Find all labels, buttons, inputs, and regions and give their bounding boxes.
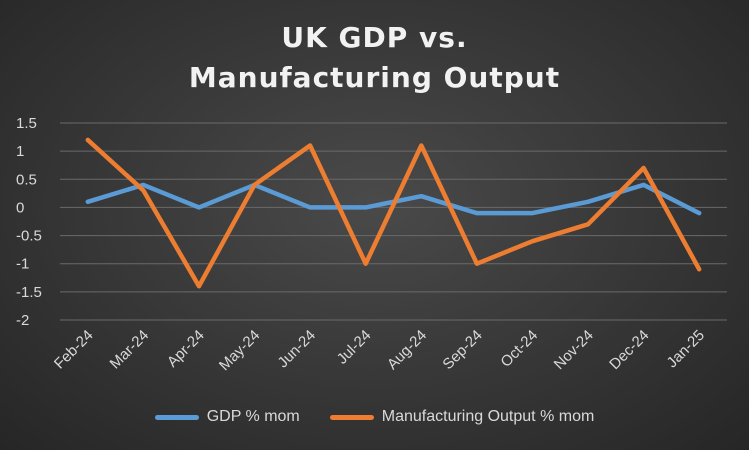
x-tick-label-10: Dec-24 — [606, 327, 652, 373]
legend-swatch-gdp — [154, 414, 199, 420]
x-tick-label-2: Apr-24 — [164, 327, 208, 371]
x-tick-label-1: Mar-24 — [107, 327, 153, 373]
legend-item-manufacturing: Manufacturing Output % mom — [329, 408, 595, 426]
y-tick-label-2: 0.5 — [16, 171, 37, 188]
x-tick-label-8: Oct-24 — [497, 327, 541, 371]
y-tick-label-7: -2 — [16, 312, 29, 329]
x-tick-label-0: Feb-24 — [51, 327, 97, 373]
series-line-1 — [85, 137, 702, 289]
y-tick-label-6: -1.5 — [16, 284, 42, 301]
legend-label-gdp: GDP % mom — [206, 408, 300, 425]
chart-title-line-1: UK GDP vs. — [281, 21, 468, 54]
y-tick-label-0: 1.5 — [16, 115, 37, 132]
x-tick-label-5: Jul-24 — [334, 327, 375, 368]
chart-title-line-2: Manufacturing Output — [188, 61, 561, 94]
x-tick-label-6: Aug-24 — [384, 327, 430, 373]
legend-item-gdp: GDP % mom — [154, 408, 300, 426]
y-tick-label-5: -1 — [16, 256, 29, 273]
y-tick-label-1: 1 — [16, 143, 24, 160]
legend-label-manufacturing: Manufacturing Output % mom — [381, 408, 595, 425]
legend: GDP % mom Manufacturing Output % mom — [0, 408, 749, 426]
x-tick-label-7: Sep-24 — [439, 327, 485, 373]
legend-swatch-manufacturing — [329, 414, 374, 420]
y-tick-label-4: -0.5 — [16, 228, 42, 245]
x-tick-label-9: Nov-24 — [551, 327, 597, 373]
x-tick-label-11: Jan-25 — [664, 327, 708, 371]
x-tick-label-4: Jun-24 — [274, 327, 318, 371]
chart-title: UK GDP vs. Manufacturing Output — [0, 18, 749, 98]
y-tick-label-3: 0 — [16, 199, 24, 216]
x-tick-label-3: May-24 — [216, 327, 263, 374]
